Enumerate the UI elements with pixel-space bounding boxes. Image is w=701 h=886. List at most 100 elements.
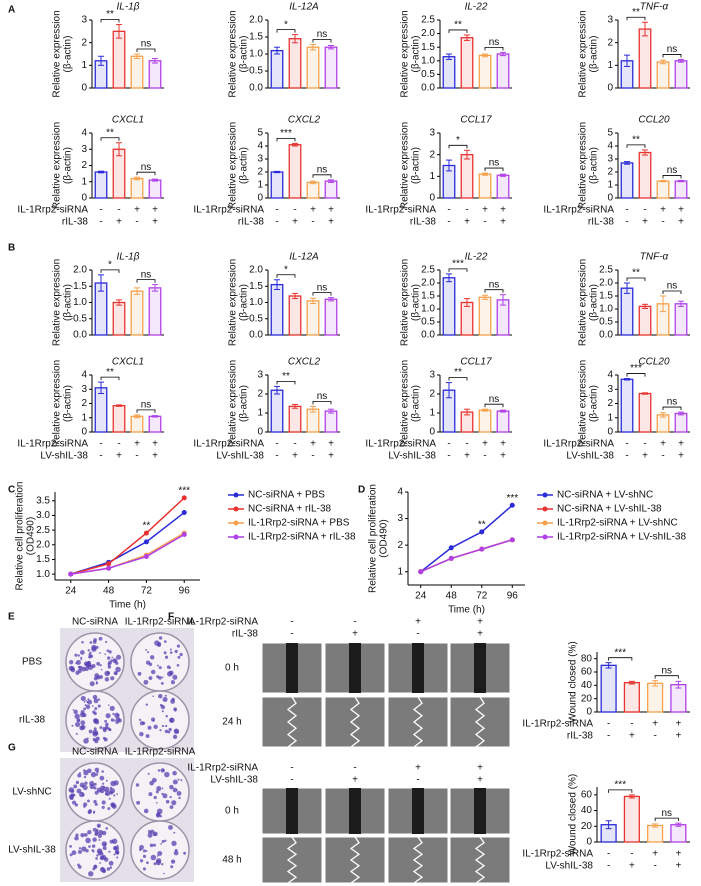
colony [94,767,100,772]
error-bar [152,284,158,292]
colony [104,857,109,862]
y-tick-label: 1 [607,180,613,191]
column-label: NC-siRNA [72,617,118,628]
y-tick-label: 1.0 [599,304,613,315]
bar [656,61,670,89]
significance-bracket [626,16,646,21]
colony [78,865,82,869]
y-axis-label: Relative expression [400,259,411,346]
y-tick-label: 2 [607,37,613,48]
wound-edge [349,836,361,884]
colony [116,844,119,847]
condition-sign: - [275,205,278,216]
condition-sign: - [353,763,356,774]
colony [73,709,78,714]
colony [108,850,111,853]
significance-bracket [312,39,332,43]
colony [158,693,163,699]
y-axis-label: (β-actin) [63,385,74,422]
plate [130,820,190,880]
colony [101,800,106,805]
condition-sign: + [678,439,684,450]
y-tick-label: 0.0 [73,330,87,341]
colony [173,707,177,712]
y-tick-label: 0 [81,83,87,94]
y-tick-label: 80 [581,653,593,664]
colony [96,854,99,857]
significance-bracket [608,657,633,661]
y-tick-label: 1.5 [421,42,435,53]
condition-sign: - [353,617,356,628]
condition-name: IL-1Rrp2-siRNA [543,439,614,450]
colony [158,636,163,640]
significance-label: ns [141,400,152,411]
condition-name: IL-1Rrp2-siRNA [187,617,258,628]
condition-sign: - [290,763,293,774]
bar [112,404,126,433]
condition-sign: - [607,861,610,872]
colony [89,651,92,654]
error-bar [446,273,452,283]
colony [80,650,85,655]
bar [148,287,162,336]
y-tick-label: 2.5 [421,15,435,26]
condition-sign: - [447,451,450,462]
column-label: IL-1Rrp2-siRNA [125,617,196,628]
condition-sign: - [447,439,450,450]
significance-bracket [100,376,120,381]
colony [170,859,176,864]
error-bar [464,408,470,416]
significance-bracket [312,292,332,296]
colony [87,799,90,803]
bar [623,795,640,843]
bar [674,180,688,199]
condition-sign: + [652,849,658,860]
colony [78,665,83,670]
colony [98,838,101,841]
bar [638,151,652,199]
plate [130,632,190,692]
legend-marker [542,492,548,498]
chart-title: TNF-α [640,2,669,13]
y-tick-label: 3 [257,154,263,165]
bar [442,56,456,89]
time-label: 48 h [222,855,241,866]
y-tick-label: 2.0 [36,539,50,550]
colony [100,857,103,860]
y-axis-label: Relative expression [578,259,589,346]
error-bar [642,392,648,395]
legend-label: IL-1Rrp2-siRNA + LV-shNC [557,518,678,529]
legend-marker [233,506,239,512]
colony [77,849,82,854]
y-axis-label: (β-actin) [411,284,422,321]
colony [161,724,165,728]
colony [177,778,180,781]
condition-name: IL-1Rrp2-siRNA [17,205,88,216]
condition-sign: - [465,205,468,216]
colony [96,787,102,793]
colony [169,784,174,790]
error-bar [116,24,122,39]
colony [88,871,94,877]
colony [172,734,178,739]
colony [161,710,164,713]
significance-bracket [276,274,296,278]
colony [145,649,148,651]
colony [93,638,97,642]
colony [105,640,108,644]
significance-bracket [136,48,156,52]
colony [91,705,94,707]
colony [170,865,174,869]
row-label: PBS [22,657,42,668]
colony [102,728,107,733]
y-tick-label: 1.0 [36,569,50,580]
colony [152,695,155,698]
colony [150,854,157,861]
colony [87,649,90,652]
chart-title: IL-1β [117,252,140,263]
condition-sign: - [653,861,656,872]
y-tick-label: 1 [429,171,435,182]
colony [164,655,169,659]
wound-gap [286,643,298,693]
bar [670,684,687,713]
